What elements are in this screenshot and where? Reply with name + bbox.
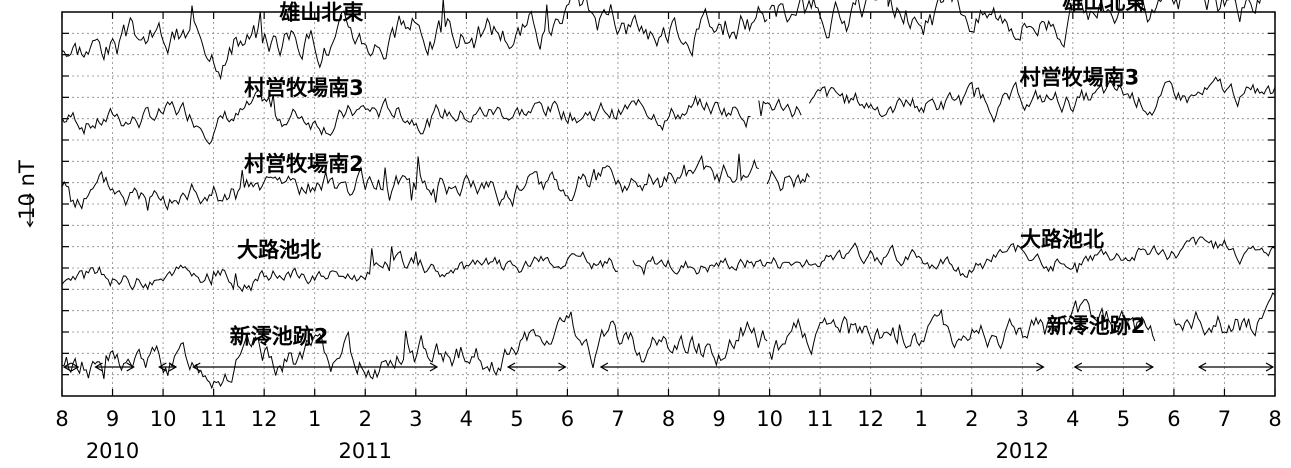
x-tick-label: 10 <box>756 407 783 431</box>
year-label: 2010 <box>86 439 139 463</box>
x-tick-label: 6 <box>561 407 574 431</box>
series-line <box>808 76 1276 124</box>
x-tick-label: 8 <box>1268 407 1281 431</box>
x-tick-label: 4 <box>460 407 473 431</box>
station-label: 村営牧場南3 <box>244 76 364 100</box>
y-axis-label: 10 nT <box>15 160 39 220</box>
station-label: 村営牧場南2 <box>244 152 364 176</box>
period-arrow-head-left <box>1073 362 1083 372</box>
axis-ticks <box>61 12 1276 396</box>
x-tick-label: 4 <box>1066 407 1079 431</box>
series-line <box>632 236 1276 279</box>
station-label: 大路池北 <box>1020 227 1104 251</box>
station-label: 村営牧場南3 <box>1020 65 1140 89</box>
station-label: 雄山北東 <box>278 1 363 25</box>
period-arrow-head-right <box>558 362 567 372</box>
period-arrow-head-left <box>192 362 201 372</box>
period-arrow-head-left <box>62 362 72 372</box>
x-tick-label: 3 <box>1016 407 1029 431</box>
year-label: 2011 <box>339 439 392 463</box>
series-line <box>61 246 619 293</box>
series-line <box>766 169 810 192</box>
x-tick-label: 9 <box>712 407 725 431</box>
x-tick-label: 12 <box>857 407 884 431</box>
x-tick-label: 8 <box>55 407 68 431</box>
x-tick-label: 12 <box>251 407 278 431</box>
series-lines <box>61 0 1276 390</box>
x-tick-label: 7 <box>1218 407 1231 431</box>
x-tick-label: 9 <box>106 407 119 431</box>
x-tick-label: 1 <box>308 407 321 431</box>
station-label: 雄山北東 <box>1061 0 1146 14</box>
x-tick-label: 8 <box>662 407 675 431</box>
period-arrow-head-left <box>506 362 516 372</box>
station-label: 大路池北 <box>237 238 321 262</box>
series-line <box>61 90 751 145</box>
x-tick-label: 11 <box>807 407 834 431</box>
series-line <box>758 98 802 118</box>
series-line <box>61 153 759 211</box>
x-tick-label: 11 <box>200 407 227 431</box>
station-label: 新澪池跡2 <box>1047 314 1146 338</box>
observation-period-arrows <box>62 362 1275 372</box>
x-tick-label: 2 <box>359 407 372 431</box>
period-arrow-head-right <box>429 362 439 372</box>
period-arrow-head-right <box>70 362 80 372</box>
x-tick-label: 7 <box>611 407 624 431</box>
period-arrow-head-left <box>1197 362 1207 372</box>
series-line <box>769 299 1156 360</box>
scale-bar-arrow <box>26 192 34 228</box>
x-tick-label: 3 <box>409 407 422 431</box>
period-arrow-head-right <box>168 362 178 372</box>
series-line <box>1173 291 1276 337</box>
x-tick-labels: 8 9 10 11 12 1 2 3 4 5 6 7 8 9 10 11 12 1 2 3 4 5 6 7 8 <box>55 407 1281 431</box>
period-arrow-head-right <box>1145 362 1155 372</box>
period-arrow-head-left <box>94 362 103 372</box>
year-label: 2012 <box>996 439 1049 463</box>
x-tick-label: 2 <box>965 407 978 431</box>
x-tick-label: 6 <box>1167 407 1180 431</box>
x-tick-label: 10 <box>150 407 177 431</box>
scale-bar: 10 nT <box>15 160 39 228</box>
series-line <box>61 311 768 390</box>
series-line <box>769 0 1261 49</box>
period-arrow-head-left <box>158 362 167 372</box>
year-labels: 2010 2011 2012 <box>86 439 1049 463</box>
x-tick-label: 5 <box>1117 407 1130 431</box>
series-line <box>61 0 768 81</box>
x-tick-label: 1 <box>915 407 928 431</box>
period-arrow-head-right <box>126 362 135 372</box>
x-tick-label: 5 <box>510 407 523 431</box>
station-label: 新澪池跡2 <box>230 325 329 349</box>
period-arrow-head-left <box>599 362 609 372</box>
period-arrow-head-right <box>1036 362 1045 372</box>
station-labels: 三の宮雄山北東雄山北東村営牧場南3村営牧場南3村営牧場南2大路池北大路池北新澪池… <box>230 0 1147 349</box>
period-arrow-head-right <box>1265 362 1275 372</box>
